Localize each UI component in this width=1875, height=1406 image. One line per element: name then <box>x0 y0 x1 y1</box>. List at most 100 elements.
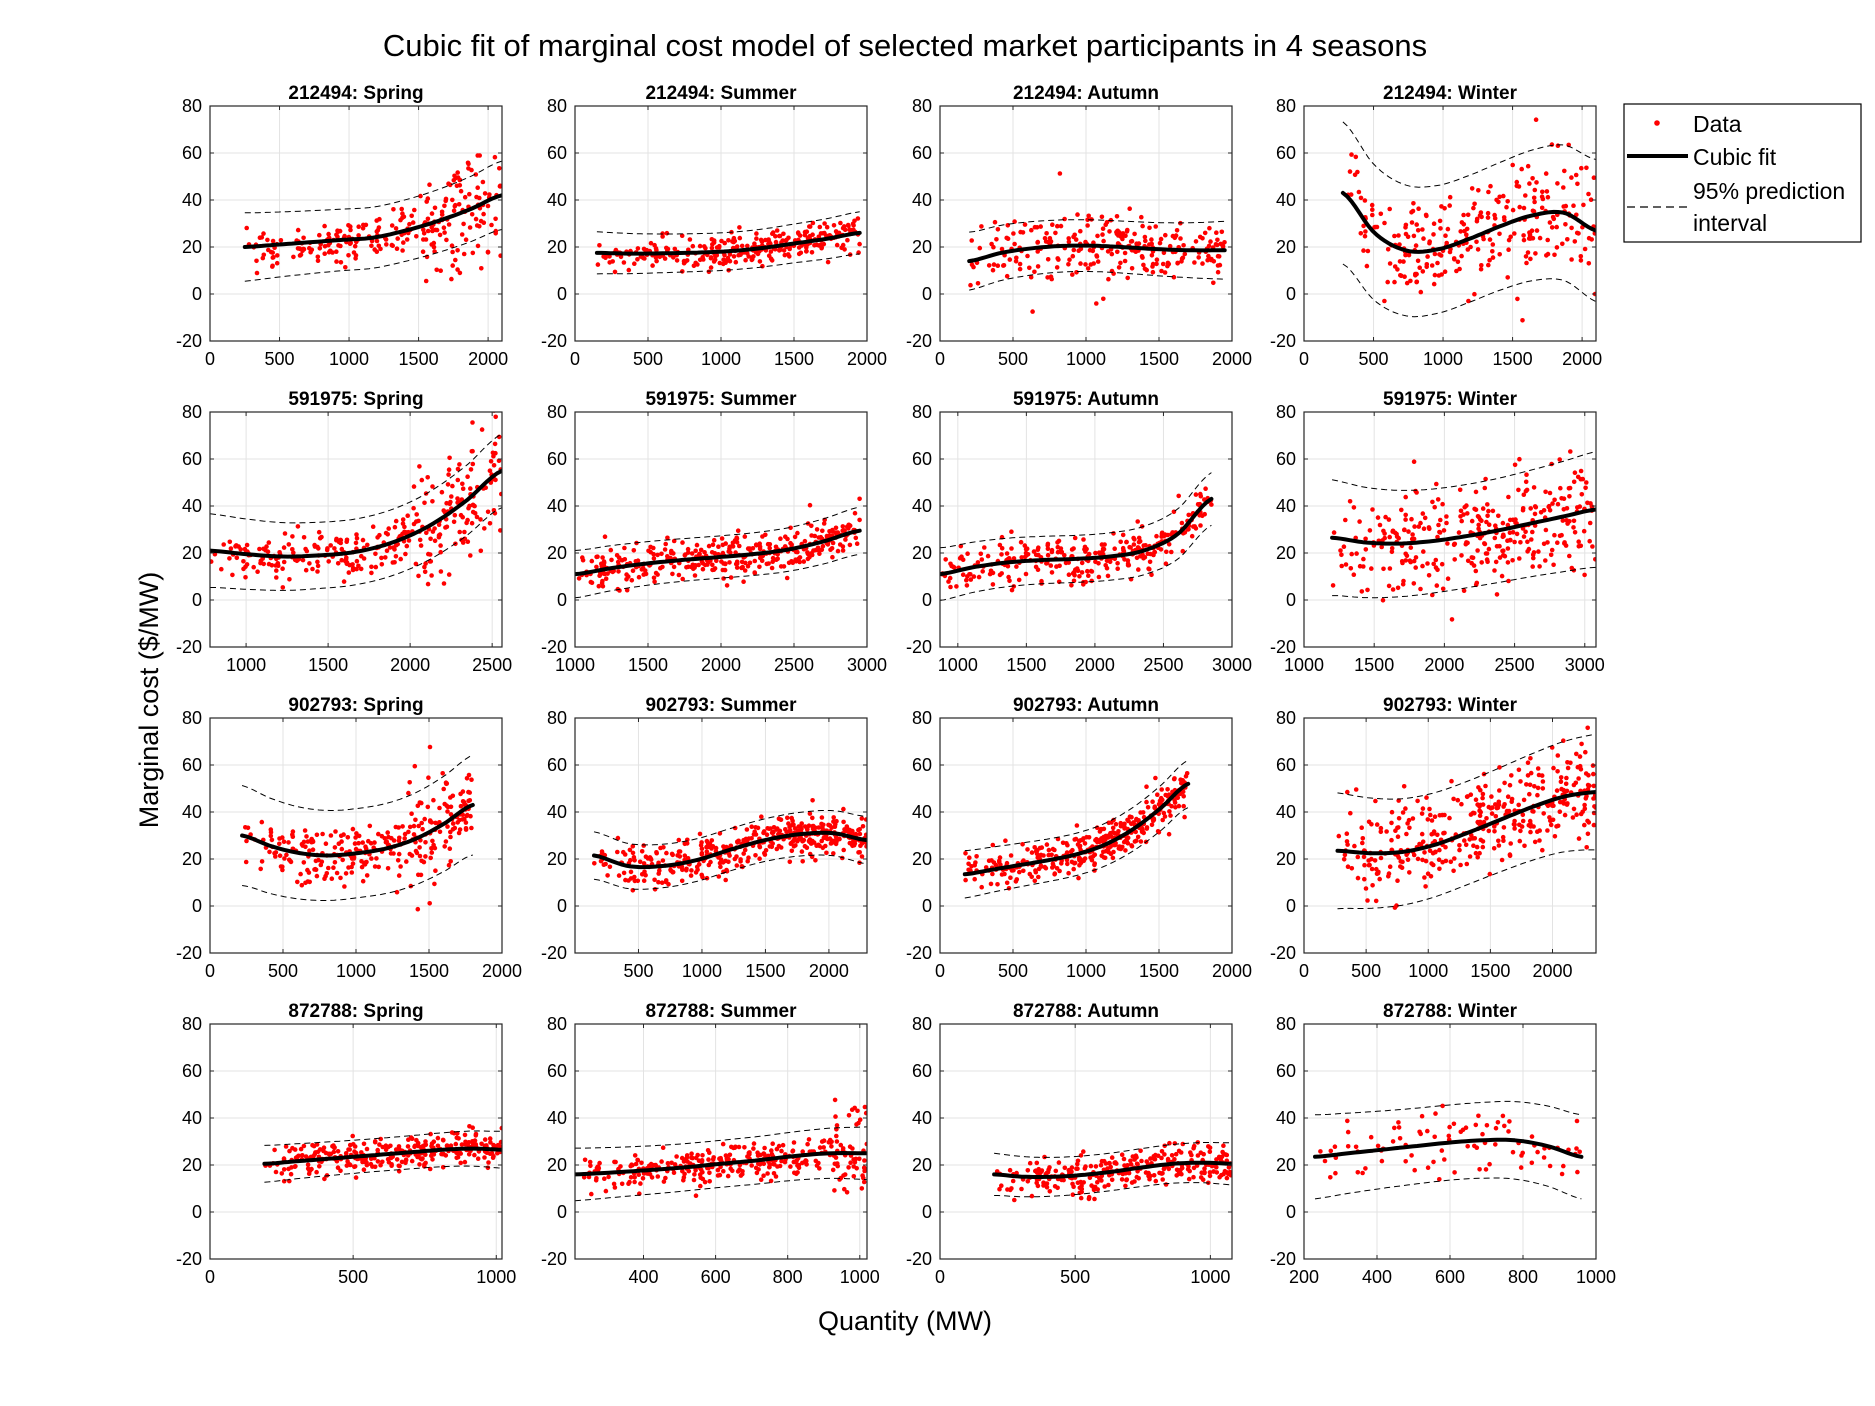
data-point <box>626 267 632 273</box>
data-point <box>788 540 793 546</box>
data-point <box>1451 796 1456 802</box>
data-point <box>409 853 415 858</box>
data-point <box>1401 259 1406 264</box>
data-point <box>313 858 319 864</box>
data-point <box>1564 518 1569 523</box>
lower-prediction-interval <box>244 229 502 282</box>
data-point <box>1591 783 1596 789</box>
data-point <box>427 182 432 187</box>
data-point <box>465 474 470 480</box>
data-point <box>304 834 309 839</box>
x-tick-label: 500 <box>998 961 1028 981</box>
data-point <box>334 249 339 254</box>
data-point <box>1479 214 1484 220</box>
data-point <box>266 540 272 545</box>
data-point <box>457 827 463 832</box>
data-point <box>1101 296 1106 302</box>
data-point <box>1378 211 1384 217</box>
data-point <box>588 1163 593 1169</box>
data-point <box>459 497 465 502</box>
data-point <box>791 844 797 849</box>
data-point <box>1490 508 1496 514</box>
data-point <box>1331 530 1337 535</box>
data-point <box>1575 181 1580 187</box>
data-point <box>1579 492 1585 497</box>
data-point <box>465 517 470 523</box>
data-point <box>330 250 335 255</box>
data-point <box>1020 842 1025 847</box>
data-layer <box>242 153 502 284</box>
data-point <box>475 243 481 249</box>
x-tick-label: 500 <box>1359 349 1389 369</box>
data-point <box>1437 530 1443 535</box>
data-point <box>1122 250 1128 256</box>
data-point <box>421 227 426 233</box>
data-point <box>1387 566 1393 571</box>
data-point <box>769 565 775 571</box>
data-point <box>1007 578 1012 584</box>
data-point <box>1208 239 1213 244</box>
data-point <box>1528 756 1533 761</box>
data-point <box>1374 224 1380 230</box>
data-point <box>1440 812 1445 818</box>
data-point <box>708 255 714 260</box>
data-point <box>1457 266 1462 272</box>
data-point <box>689 551 695 556</box>
data-point <box>773 544 779 550</box>
data-point <box>967 855 972 860</box>
data-point <box>734 863 740 868</box>
data-point <box>1501 838 1506 843</box>
data-point <box>659 880 665 885</box>
data-point <box>326 242 331 248</box>
data-point <box>1382 535 1387 541</box>
data-point <box>461 221 466 227</box>
data-point <box>1578 258 1584 263</box>
data-point <box>414 234 419 239</box>
data-point <box>1114 231 1120 237</box>
data-point <box>1162 814 1168 819</box>
data-point <box>411 484 417 489</box>
data-point <box>1166 542 1172 547</box>
data-point <box>717 860 723 866</box>
plot-area <box>1304 106 1596 341</box>
data-point <box>459 1142 465 1147</box>
data-point <box>393 226 399 231</box>
data-point <box>1086 573 1091 578</box>
data-point <box>319 859 325 865</box>
data-point <box>352 1164 357 1170</box>
data-point <box>1068 849 1074 854</box>
data-point <box>1545 237 1550 243</box>
data-point <box>1429 832 1434 837</box>
data-point <box>1416 206 1421 211</box>
data-point <box>282 531 288 536</box>
x-tick-label: 1500 <box>409 961 449 981</box>
data-point <box>1018 539 1024 545</box>
data-point <box>806 1137 812 1142</box>
data-point <box>1520 318 1525 323</box>
data-point <box>466 798 471 804</box>
data-point <box>463 826 469 831</box>
data-point <box>1510 517 1516 523</box>
y-tick-label: -20 <box>541 637 567 657</box>
y-tick-label: 80 <box>547 96 567 116</box>
data-point <box>615 559 621 565</box>
data-point <box>353 835 358 840</box>
data-point <box>446 222 452 227</box>
data-point <box>855 1108 860 1114</box>
data-point <box>685 856 691 861</box>
data-point <box>1021 858 1026 863</box>
data-point <box>605 873 610 878</box>
data-point <box>324 547 330 553</box>
data-point <box>280 566 285 571</box>
data-point <box>1407 870 1412 875</box>
data-point <box>1123 848 1128 853</box>
data-point <box>1032 269 1037 275</box>
data-point <box>1480 844 1486 850</box>
data-point <box>1363 536 1368 542</box>
x-tick-label: 1500 <box>1139 961 1179 981</box>
data-point <box>624 587 630 593</box>
data-point <box>362 862 368 867</box>
data-point <box>395 858 401 863</box>
